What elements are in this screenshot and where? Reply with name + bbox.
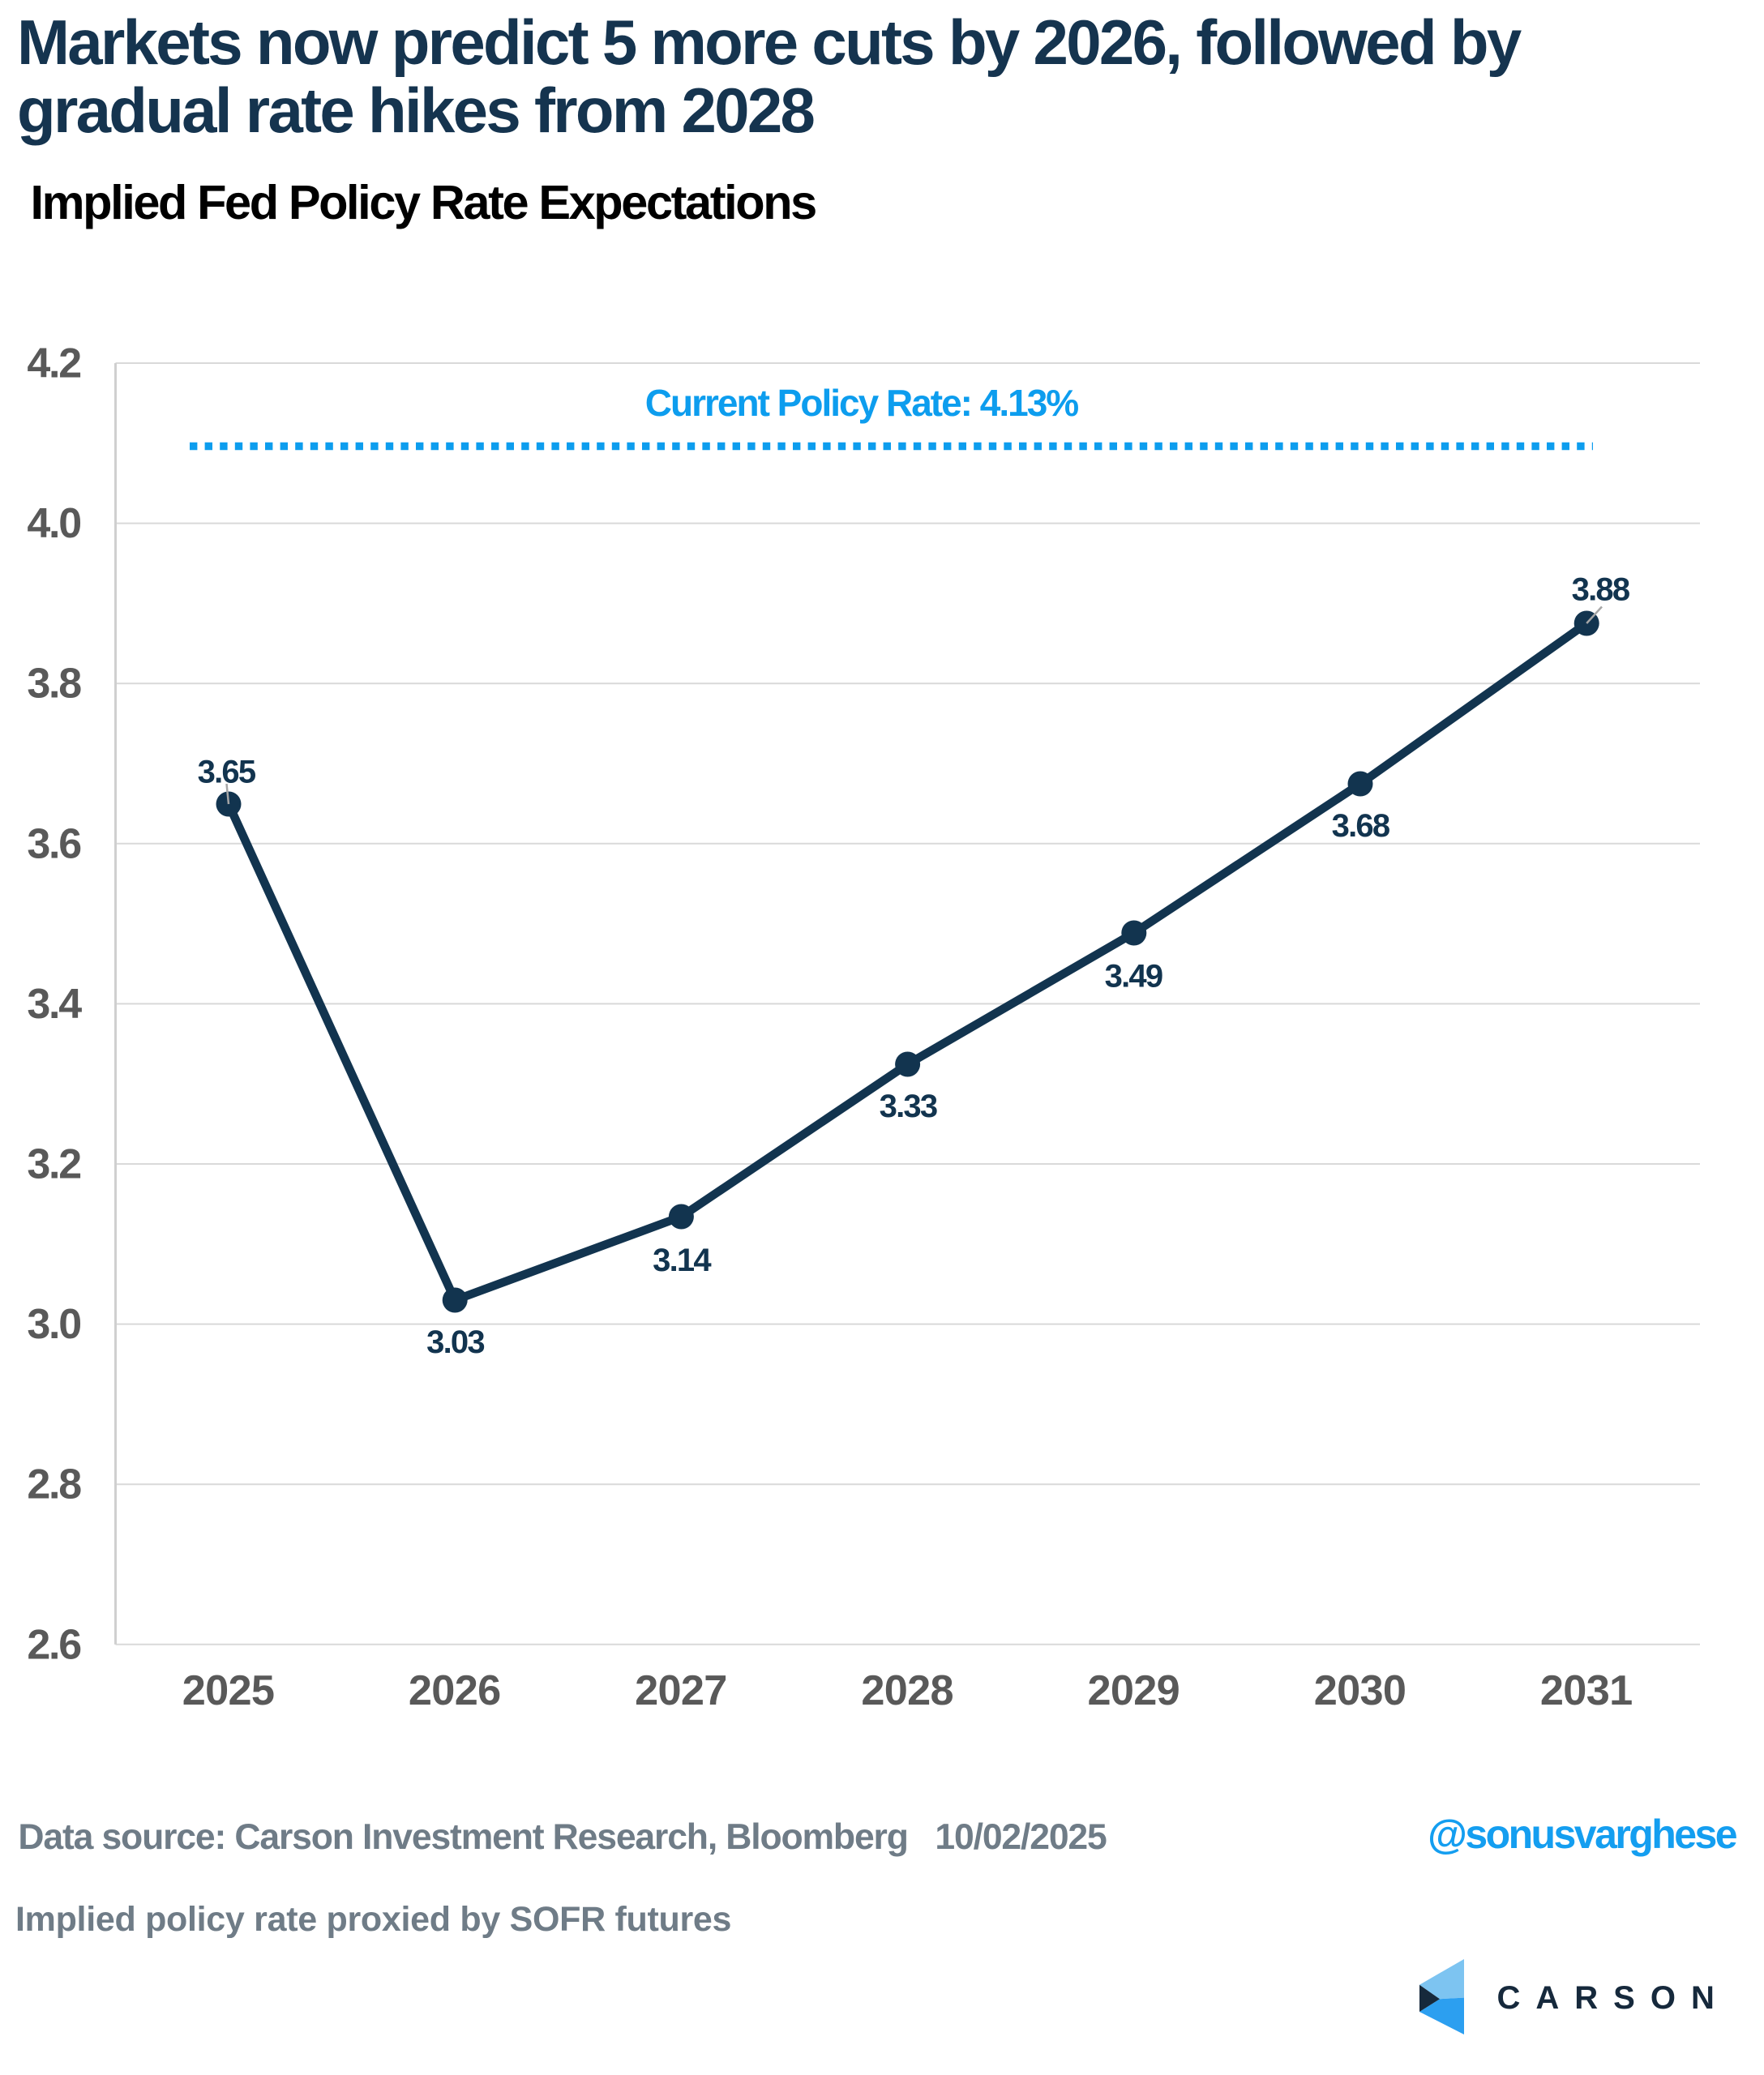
- svg-text:3.65: 3.65: [198, 754, 256, 789]
- svg-text:CARSON: CARSON: [1497, 1980, 1730, 2016]
- svg-text:3.2: 3.2: [27, 1141, 80, 1188]
- svg-text:2028: 2028: [861, 1667, 953, 1714]
- svg-text:3.68: 3.68: [1332, 808, 1390, 844]
- svg-text:2025: 2025: [182, 1667, 275, 1714]
- svg-text:Implied Fed Policy Rate Expect: Implied Fed Policy Rate Expectations: [31, 175, 816, 229]
- svg-text:Current Policy Rate: 4.13%: Current Policy Rate: 4.13%: [645, 382, 1079, 424]
- svg-text:Markets now predict 5 more cut: Markets now predict 5 more cuts by 2026,…: [17, 6, 1522, 78]
- svg-text:3.6: 3.6: [27, 820, 81, 867]
- svg-text:2031: 2031: [1540, 1667, 1633, 1714]
- svg-text:3.88: 3.88: [1572, 571, 1630, 607]
- svg-text:Implied policy rate proxied by: Implied policy rate proxied by SOFR futu…: [15, 1900, 731, 1939]
- svg-text:3.4: 3.4: [27, 981, 82, 1028]
- svg-text:4.2: 4.2: [27, 340, 80, 387]
- svg-text:3.33: 3.33: [880, 1089, 937, 1124]
- svg-text:gradual rate hikes from 2028: gradual rate hikes from 2028: [17, 75, 814, 146]
- svg-text:3.03: 3.03: [426, 1324, 484, 1360]
- svg-text:@sonusvarghese: @sonusvarghese: [1428, 1812, 1737, 1857]
- svg-text:2029: 2029: [1088, 1667, 1180, 1714]
- svg-text:2.6: 2.6: [27, 1621, 81, 1668]
- svg-text:4.0: 4.0: [27, 500, 80, 547]
- svg-text:2026: 2026: [409, 1667, 501, 1714]
- svg-text:3.8: 3.8: [27, 661, 81, 708]
- svg-text:2027: 2027: [635, 1667, 727, 1714]
- svg-text:Data source: Carson Investment: Data source: Carson Investment Research,…: [18, 1817, 1107, 1857]
- svg-text:2.8: 2.8: [27, 1461, 81, 1508]
- svg-text:2030: 2030: [1314, 1667, 1406, 1714]
- svg-text:3.0: 3.0: [27, 1301, 80, 1348]
- svg-text:3.14: 3.14: [653, 1243, 712, 1278]
- svg-text:3.49: 3.49: [1105, 958, 1162, 994]
